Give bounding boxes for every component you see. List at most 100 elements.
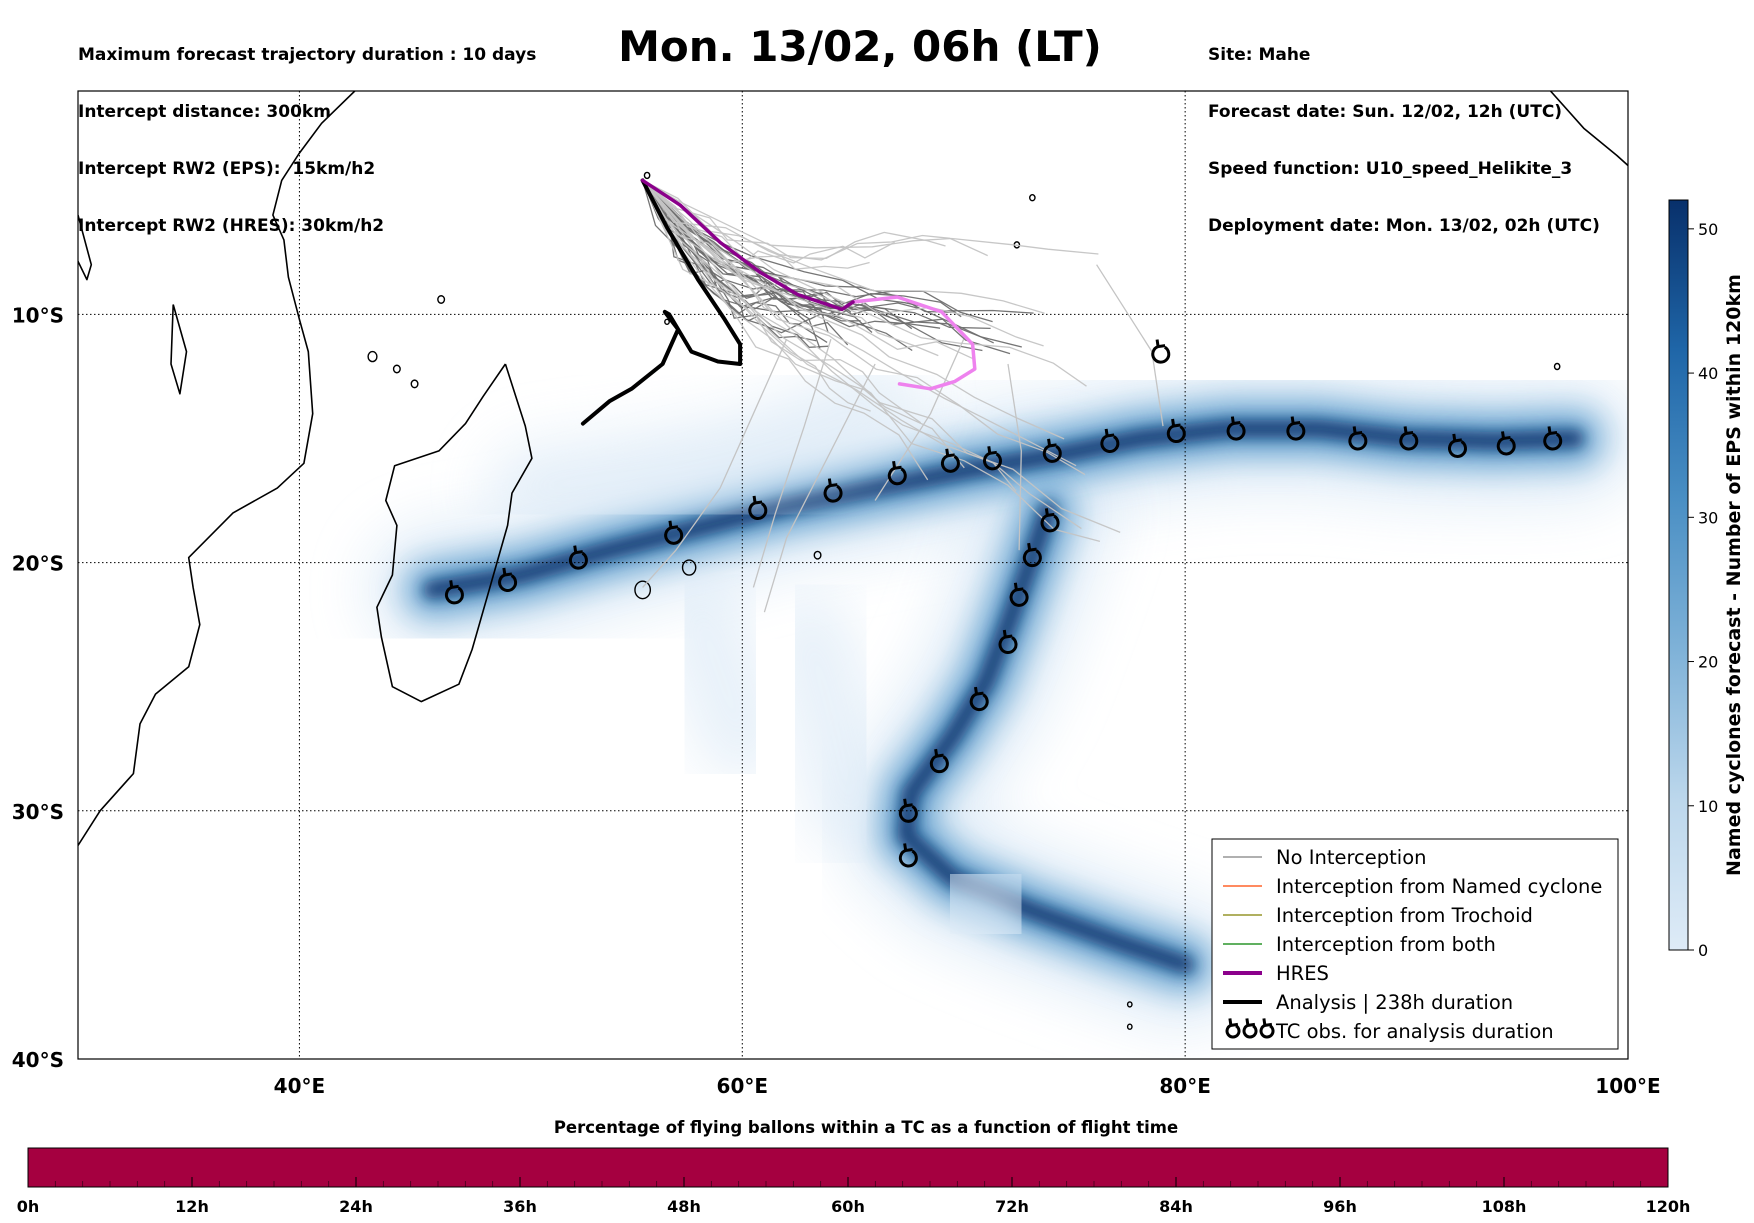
tc-obs-arc <box>898 849 918 868</box>
tc-obs-tail <box>892 461 902 470</box>
flight-time-bar: Percentage of flying ballons within a TC… <box>17 1118 1691 1216</box>
sumatra-coastline <box>1549 91 1628 167</box>
tc-obs-tail <box>668 520 679 530</box>
legend: No Interception Interception from Named c… <box>1211 838 1619 1050</box>
longitude-tick-label: 60°E <box>717 1074 769 1098</box>
tc-obs-tail <box>987 446 998 456</box>
eps-trajectory <box>642 179 991 330</box>
tc-obs-symbol <box>1496 431 1516 456</box>
tc-obs-symbol <box>1040 508 1060 533</box>
tc-obs-arc <box>1348 432 1368 451</box>
time-bar-tick-label: 120h <box>1646 1197 1691 1216</box>
tc-obs-arc <box>998 635 1018 655</box>
eps-trajectory <box>642 180 1017 492</box>
param-line: Intercept distance: 300km <box>78 102 331 122</box>
latitude-tick-label: 10°S <box>12 303 64 327</box>
eps-trajectory <box>642 179 1101 543</box>
tc-obs-arc <box>929 754 949 774</box>
longitude-tick-label: 100°E <box>1595 1074 1660 1098</box>
tc-obs-tail <box>1155 339 1166 349</box>
tc-obs-arc <box>1543 432 1563 451</box>
eps-trajectories <box>641 179 1164 613</box>
island-outline <box>1126 1001 1133 1008</box>
eps-trajectory <box>642 179 1011 355</box>
tc-obs-symbol <box>1448 433 1467 458</box>
eps-trajectory <box>642 338 788 588</box>
eps-trajectory <box>642 179 974 360</box>
colorbar-tick-label: 0 <box>1698 941 1708 960</box>
eps-trajectory <box>642 180 1045 314</box>
tc-obs-symbol <box>823 478 843 503</box>
legend-label: Analysis | 238h duration <box>1276 991 1513 1014</box>
eps-trajectory <box>642 180 870 270</box>
tc-obs-symbol <box>940 448 960 473</box>
density-fan <box>918 840 1053 968</box>
tc-obs-tail <box>449 580 459 590</box>
hres-extension-track <box>851 295 977 391</box>
map-title: Mon. 13/02, 06h (LT) <box>618 22 1102 71</box>
tc-obs-tail <box>1262 1018 1273 1028</box>
tc-obs-symbol <box>1242 1018 1258 1039</box>
legend-label: Interception from Trochoid <box>1276 904 1533 927</box>
forecast-parameters: Maximum forecast trajectory duration : 1… <box>78 8 536 255</box>
eps-trajectory <box>752 339 832 588</box>
main-tracks <box>580 178 977 426</box>
eps-trajectory <box>1007 363 1022 551</box>
eps-trajectory <box>642 179 988 261</box>
eps-trajectory <box>642 179 1099 255</box>
tc-obs-arc <box>664 526 684 545</box>
info-line: Speed function: U10_speed_Helikite_3 <box>1208 159 1573 179</box>
tc-obs-symbol <box>1348 426 1368 451</box>
tc-obs-tail <box>752 495 763 505</box>
tc-obs-arc <box>568 551 588 570</box>
tc-obs-arc <box>1166 424 1186 444</box>
tc-obs-symbol <box>1543 426 1563 451</box>
colorbar-tick-label: 10 <box>1698 797 1718 816</box>
madagascar-coastline <box>376 363 533 703</box>
tc-obs-symbol <box>1286 416 1306 441</box>
tc-obs-arc <box>1448 439 1467 458</box>
tc-obs-tail <box>1013 582 1024 592</box>
tc-obs-tail <box>1002 629 1013 639</box>
tc-obs-tail <box>903 843 913 853</box>
island-outline <box>1029 194 1036 202</box>
legend-label: HRES <box>1276 962 1329 985</box>
density-fan <box>763 592 898 856</box>
tc-obs-tail <box>502 567 513 577</box>
time-bar-tick-label: 108h <box>1482 1197 1527 1216</box>
eps-trajectory <box>763 363 876 613</box>
island-outline <box>634 580 652 600</box>
eps-trajectory <box>642 179 1034 314</box>
eps-trajectory <box>642 180 941 329</box>
longitude-tick-label: 80°E <box>1159 1074 1211 1098</box>
deployment-info: Site: Mahe Forecast date: Sun. 12/02, 12… <box>1208 8 1600 255</box>
tc-obs-arc <box>898 804 918 823</box>
legend-box <box>1211 838 1619 1050</box>
eps-trajectory <box>874 338 965 501</box>
tc-obs-arc <box>823 484 843 503</box>
tc-obs-tail <box>1547 426 1558 436</box>
tc-obs-tail <box>1403 426 1414 436</box>
legend-label: TC obs. for analysis duration <box>1275 1020 1554 1043</box>
axis-labels: 40°E 60°E 80°E 100°E 10°S 20°S 30°S 40°S <box>12 303 1661 1098</box>
tc-obs-symbol <box>1042 438 1062 463</box>
time-bar-tick-label: 72h <box>995 1197 1029 1216</box>
tc-obs-arc <box>1399 432 1419 451</box>
tc-obs-tail <box>827 478 838 488</box>
colorbar-ticks: 0 10 20 30 40 50 <box>1688 220 1718 960</box>
legend-label: No Interception <box>1276 846 1427 869</box>
tc-obs-symbol <box>444 580 464 605</box>
coastlines <box>78 91 1628 1030</box>
island-outline <box>664 318 670 326</box>
eps-trajectory <box>642 179 993 323</box>
island-outline <box>392 364 401 374</box>
colorbar-tick-label: 50 <box>1698 220 1718 239</box>
colorbar-scale <box>1668 199 1689 951</box>
island-outline <box>410 379 419 389</box>
latitude-tick-label: 20°S <box>12 552 64 576</box>
tc-obs-arc <box>1242 1023 1258 1039</box>
time-bar-tick-label: 96h <box>1323 1197 1357 1216</box>
lake-outline <box>170 304 188 395</box>
info-line: Forecast date: Sun. 12/02, 12h (UTC) <box>1208 102 1563 122</box>
